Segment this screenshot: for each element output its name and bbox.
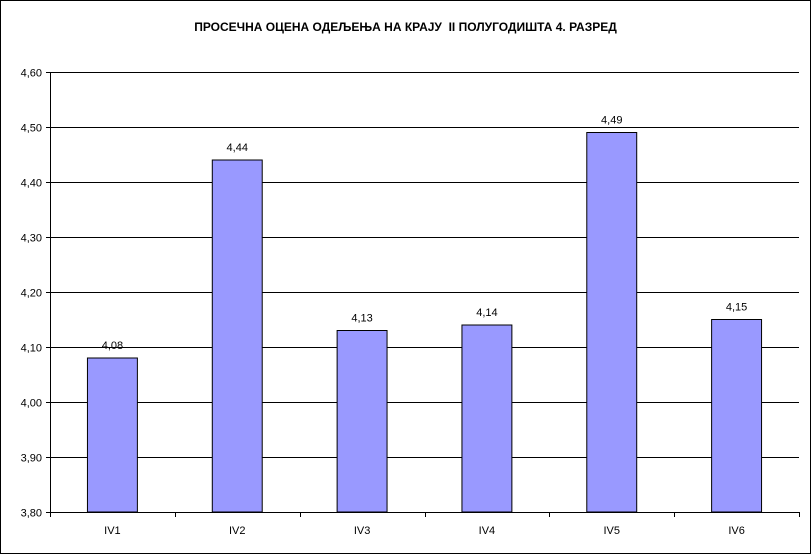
x-tick-label: IV5 [603, 525, 620, 537]
axes [46, 72, 800, 517]
x-tick-label: IV4 [479, 525, 496, 537]
y-tick-label: 4,30 [21, 233, 42, 245]
y-tick-label: 4,00 [21, 398, 42, 410]
data-label: 4,49 [601, 115, 622, 127]
y-tick-label: 4,40 [21, 178, 42, 190]
data-label: 4,13 [351, 313, 372, 325]
y-tick-label: 4,50 [21, 123, 42, 135]
bar-iv2 [211, 159, 263, 513]
data-label: 4,44 [227, 142, 248, 154]
labels: 3,80 3,90 4,00 4,10 4,20 4,30 4,40 4,50 4,60 4,08… [21, 68, 748, 538]
bar-iv6 [711, 319, 763, 513]
x-tick-label: IV3 [354, 525, 371, 537]
y-tick-label: 4,10 [21, 343, 42, 355]
y-tick-label: 4,60 [21, 68, 42, 80]
y-tick-label: 3,90 [21, 453, 42, 465]
data-label: 4,14 [476, 307, 497, 319]
gridlines [50, 72, 799, 513]
bar-iv4 [461, 324, 513, 513]
chart-title: ПРОСЕЧНА ОЦЕНА ОДЕЉЕЊА НА КРАЈУ II ПОЛУГ… [194, 20, 617, 34]
bar-iv3 [336, 330, 388, 513]
bar-iv5 [586, 132, 638, 513]
y-tick-label: 3,80 [21, 508, 42, 520]
bars [86, 132, 763, 513]
data-label: 4,08 [102, 340, 123, 352]
x-tick-label: IV1 [104, 525, 121, 537]
y-tick-label: 4,20 [21, 288, 42, 300]
data-label: 4,15 [726, 302, 747, 314]
x-tick-label: IV6 [728, 525, 745, 537]
x-tick-label: IV2 [229, 525, 246, 537]
bar-iv1 [86, 357, 138, 513]
